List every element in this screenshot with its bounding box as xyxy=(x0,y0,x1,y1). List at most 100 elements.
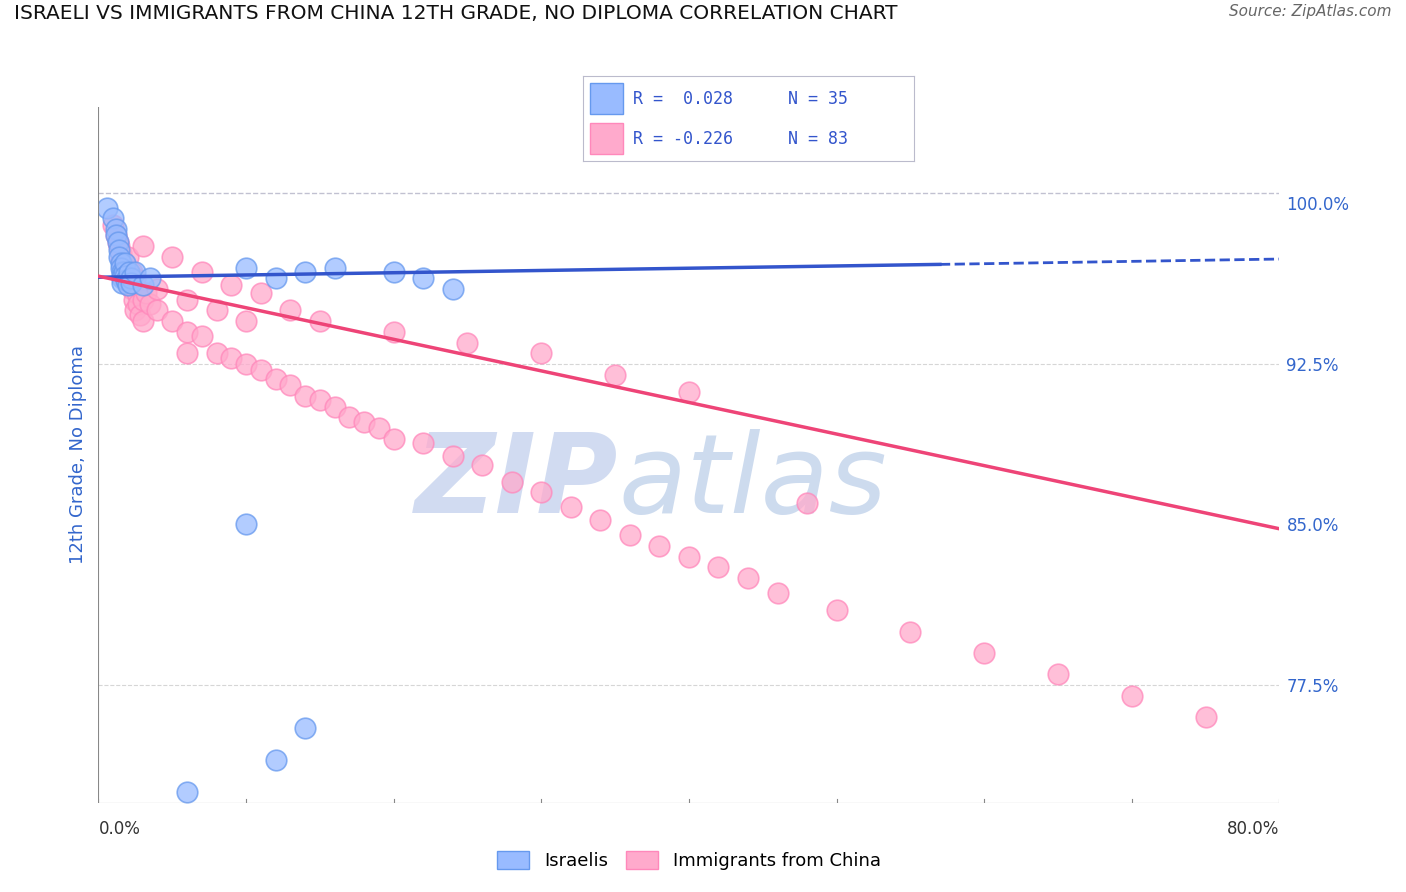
Point xyxy=(235,260,257,275)
Point xyxy=(250,286,273,301)
Point xyxy=(382,325,405,339)
Point xyxy=(125,286,148,301)
Point xyxy=(176,346,198,360)
Point xyxy=(353,415,375,429)
Point xyxy=(176,325,198,339)
Point xyxy=(115,269,138,284)
Point xyxy=(110,260,132,275)
Text: ZIP: ZIP xyxy=(415,429,619,536)
Point xyxy=(1195,710,1218,724)
Point xyxy=(530,485,553,500)
Point xyxy=(264,271,287,285)
Point xyxy=(132,314,155,328)
Point xyxy=(110,256,132,270)
Point xyxy=(111,276,134,290)
Point xyxy=(120,276,142,290)
Point xyxy=(146,303,169,318)
Point xyxy=(707,560,730,574)
Point xyxy=(124,265,146,279)
Point xyxy=(112,265,135,279)
Point xyxy=(105,228,128,243)
Point xyxy=(456,335,478,350)
Point xyxy=(589,513,612,527)
Point xyxy=(176,293,198,307)
Point xyxy=(441,449,464,463)
Point xyxy=(825,603,848,617)
Y-axis label: 12th Grade, No Diploma: 12th Grade, No Diploma xyxy=(69,345,87,565)
Legend: Israelis, Immigrants from China: Israelis, Immigrants from China xyxy=(496,851,882,871)
Point xyxy=(117,276,139,290)
Point xyxy=(127,297,149,311)
Point xyxy=(796,496,818,510)
Point xyxy=(135,286,157,301)
Point xyxy=(235,357,257,371)
Point xyxy=(122,293,145,307)
Text: N = 83: N = 83 xyxy=(789,129,848,147)
Point xyxy=(128,308,150,322)
Point xyxy=(1121,689,1143,703)
Point xyxy=(132,277,155,292)
Point xyxy=(219,351,242,365)
Point xyxy=(105,222,128,236)
Point xyxy=(124,271,146,285)
Point xyxy=(117,277,139,292)
Point xyxy=(323,260,346,275)
Point xyxy=(678,384,700,399)
Point xyxy=(111,265,134,279)
Point xyxy=(107,235,129,249)
Point xyxy=(120,271,142,285)
Point xyxy=(973,646,995,660)
Point xyxy=(103,211,125,226)
Point xyxy=(110,250,132,264)
Point xyxy=(117,250,139,264)
Point xyxy=(294,721,316,735)
Point xyxy=(412,271,434,285)
Point xyxy=(117,271,139,285)
Point xyxy=(412,436,434,450)
Point xyxy=(124,303,146,318)
Point xyxy=(108,250,131,264)
Point xyxy=(309,314,332,328)
Point xyxy=(120,271,142,285)
Point xyxy=(382,432,405,446)
Point xyxy=(139,297,162,311)
Text: R = -0.226: R = -0.226 xyxy=(633,129,733,147)
Point xyxy=(115,273,138,287)
Point xyxy=(191,329,214,343)
Point xyxy=(108,239,131,253)
Point xyxy=(605,368,627,382)
Point xyxy=(103,218,125,232)
Point xyxy=(323,400,346,414)
Point xyxy=(139,271,162,285)
Point xyxy=(96,201,118,215)
Point xyxy=(111,271,134,285)
Point xyxy=(900,624,922,639)
Point xyxy=(766,586,789,600)
Point xyxy=(235,314,257,328)
Point xyxy=(501,475,523,489)
Point xyxy=(648,539,671,553)
Point xyxy=(294,265,316,279)
Point xyxy=(120,276,142,290)
Point xyxy=(382,265,405,279)
Point xyxy=(105,228,128,243)
Point xyxy=(146,282,169,296)
Point xyxy=(235,517,257,532)
Text: Source: ZipAtlas.com: Source: ZipAtlas.com xyxy=(1229,4,1392,20)
Point xyxy=(294,389,316,403)
Point xyxy=(132,293,155,307)
Point xyxy=(114,260,136,275)
Point xyxy=(619,528,641,542)
Point xyxy=(1046,667,1069,681)
Text: ISRAELI VS IMMIGRANTS FROM CHINA 12TH GRADE, NO DIPLOMA CORRELATION CHART: ISRAELI VS IMMIGRANTS FROM CHINA 12TH GR… xyxy=(14,4,897,23)
Point xyxy=(250,363,273,377)
Point xyxy=(441,282,464,296)
Point xyxy=(278,378,302,392)
Point xyxy=(132,239,155,253)
Point xyxy=(176,785,198,799)
Point xyxy=(205,303,228,318)
Text: atlas: atlas xyxy=(619,429,887,536)
Point xyxy=(121,282,143,296)
Bar xyxy=(591,123,623,153)
Bar xyxy=(591,84,623,114)
